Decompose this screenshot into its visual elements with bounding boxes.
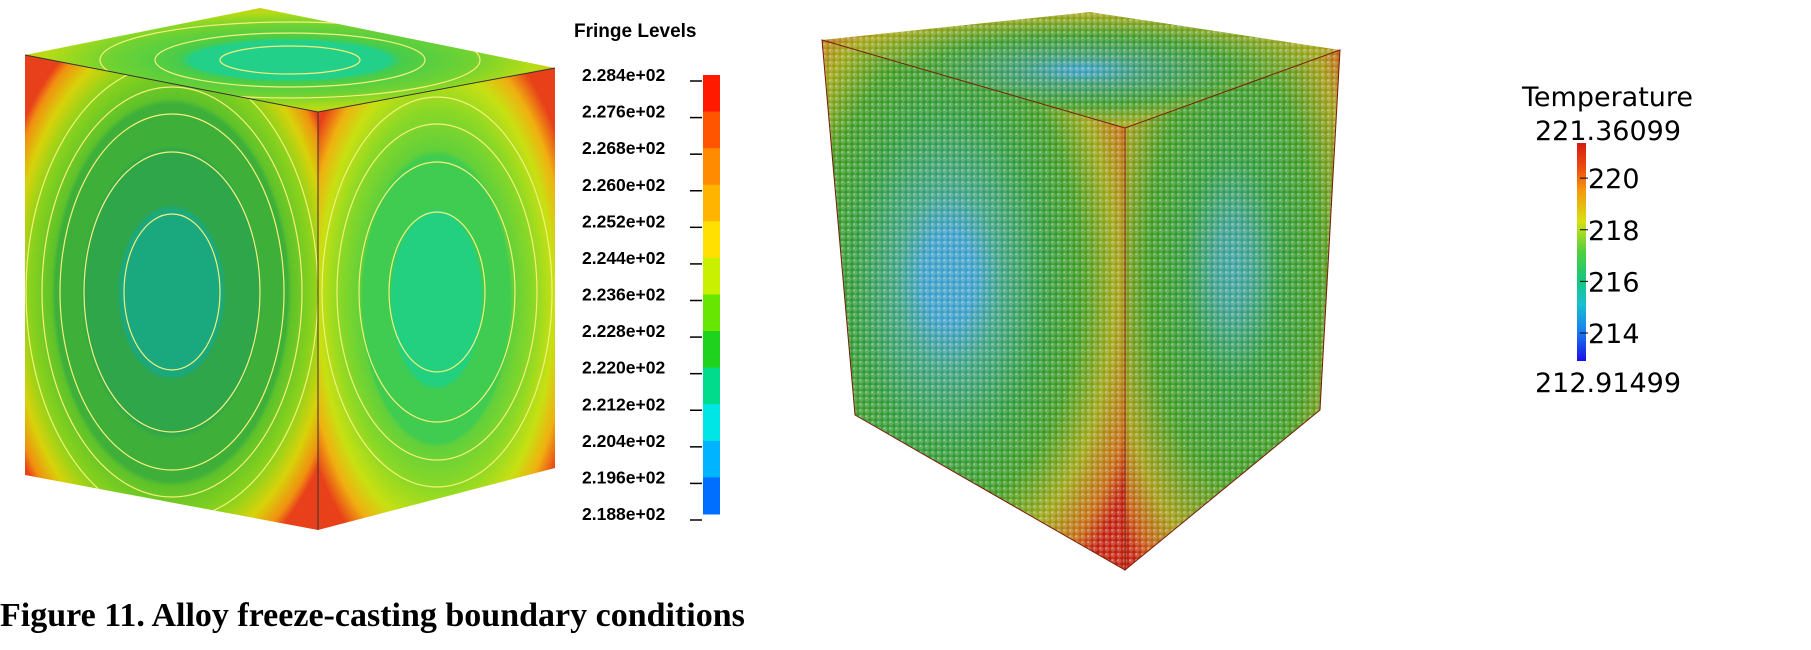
fringe-color-band (703, 148, 720, 186)
temperature-min-label: 212.91499 (1535, 368, 1681, 399)
fringe-color-band (703, 404, 720, 442)
fringe-level-label: 2.268e+02 (582, 138, 665, 158)
fringe-color-band (703, 257, 720, 295)
fringe-color-band (703, 111, 720, 149)
fringe-level-label: 2.236e+02 (582, 285, 665, 305)
cube-front-face (25, 55, 318, 530)
fringe-color-band (703, 294, 720, 332)
fringe-color-band (703, 331, 720, 369)
temperature-cube-plot (821, 12, 1341, 572)
temperature-tick-label: 220 (1588, 164, 1640, 195)
fringe-level-label: 2.252e+02 (582, 211, 665, 231)
fringe-color-band (703, 367, 720, 405)
cube-top-face (25, 8, 555, 112)
top-contour-lines (99, 21, 481, 99)
temperature-max-label: 221.36099 (1535, 116, 1681, 147)
temperature-tick-label: 218 (1588, 216, 1640, 247)
fringe-cube-plot (24, 8, 556, 530)
fringe-color-band (703, 440, 720, 478)
temperature-tick-labels: 220 218 216 214 (1580, 164, 1640, 350)
temperature-tick-label: 216 (1588, 267, 1640, 298)
fringe-level-label: 2.204e+02 (582, 431, 665, 451)
fringe-level-label: 2.212e+02 (582, 394, 665, 414)
fringe-level-label: 2.220e+02 (582, 358, 665, 378)
fringe-color-band (703, 75, 720, 113)
fringe-color-band (703, 477, 720, 515)
temperature-color-bar (1577, 143, 1586, 361)
fringe-level-label: 2.228e+02 (582, 321, 665, 341)
fringe-tick-labels: 2.284e+02 2.276e+02 2.268e+02 2.260e+02 2.25… (582, 65, 702, 524)
fringe-color-band (703, 221, 720, 259)
temperature-legend-title: Temperature (1521, 82, 1693, 113)
fringe-level-label: 2.244e+02 (582, 248, 665, 268)
figure-caption: Figure 11. Alloy freeze-casting boundary… (0, 597, 745, 634)
temperature-legend: Temperature 221.36099 220 218 216 214 212.9… (1521, 82, 1693, 399)
fringe-level-label: 2.196e+02 (582, 467, 665, 487)
fringe-level-label: 2.284e+02 (582, 65, 665, 85)
fringe-color-bar (703, 75, 720, 515)
fringe-level-label: 2.260e+02 (582, 175, 665, 195)
fringe-color-band (703, 184, 720, 222)
side-contour-lines (321, 96, 553, 488)
fringe-level-label: 2.188e+02 (582, 504, 665, 524)
fringe-legend-title: Fringe Levels (574, 21, 697, 42)
front-contour-lines (25, 63, 318, 521)
cube-side-face (318, 68, 555, 530)
fringe-legend: Fringe Levels 2.284e+02 2.276e+02 2.268e+0… (574, 21, 720, 524)
fringe-level-label: 2.276e+02 (582, 102, 665, 122)
temperature-tick-label: 214 (1588, 319, 1640, 350)
